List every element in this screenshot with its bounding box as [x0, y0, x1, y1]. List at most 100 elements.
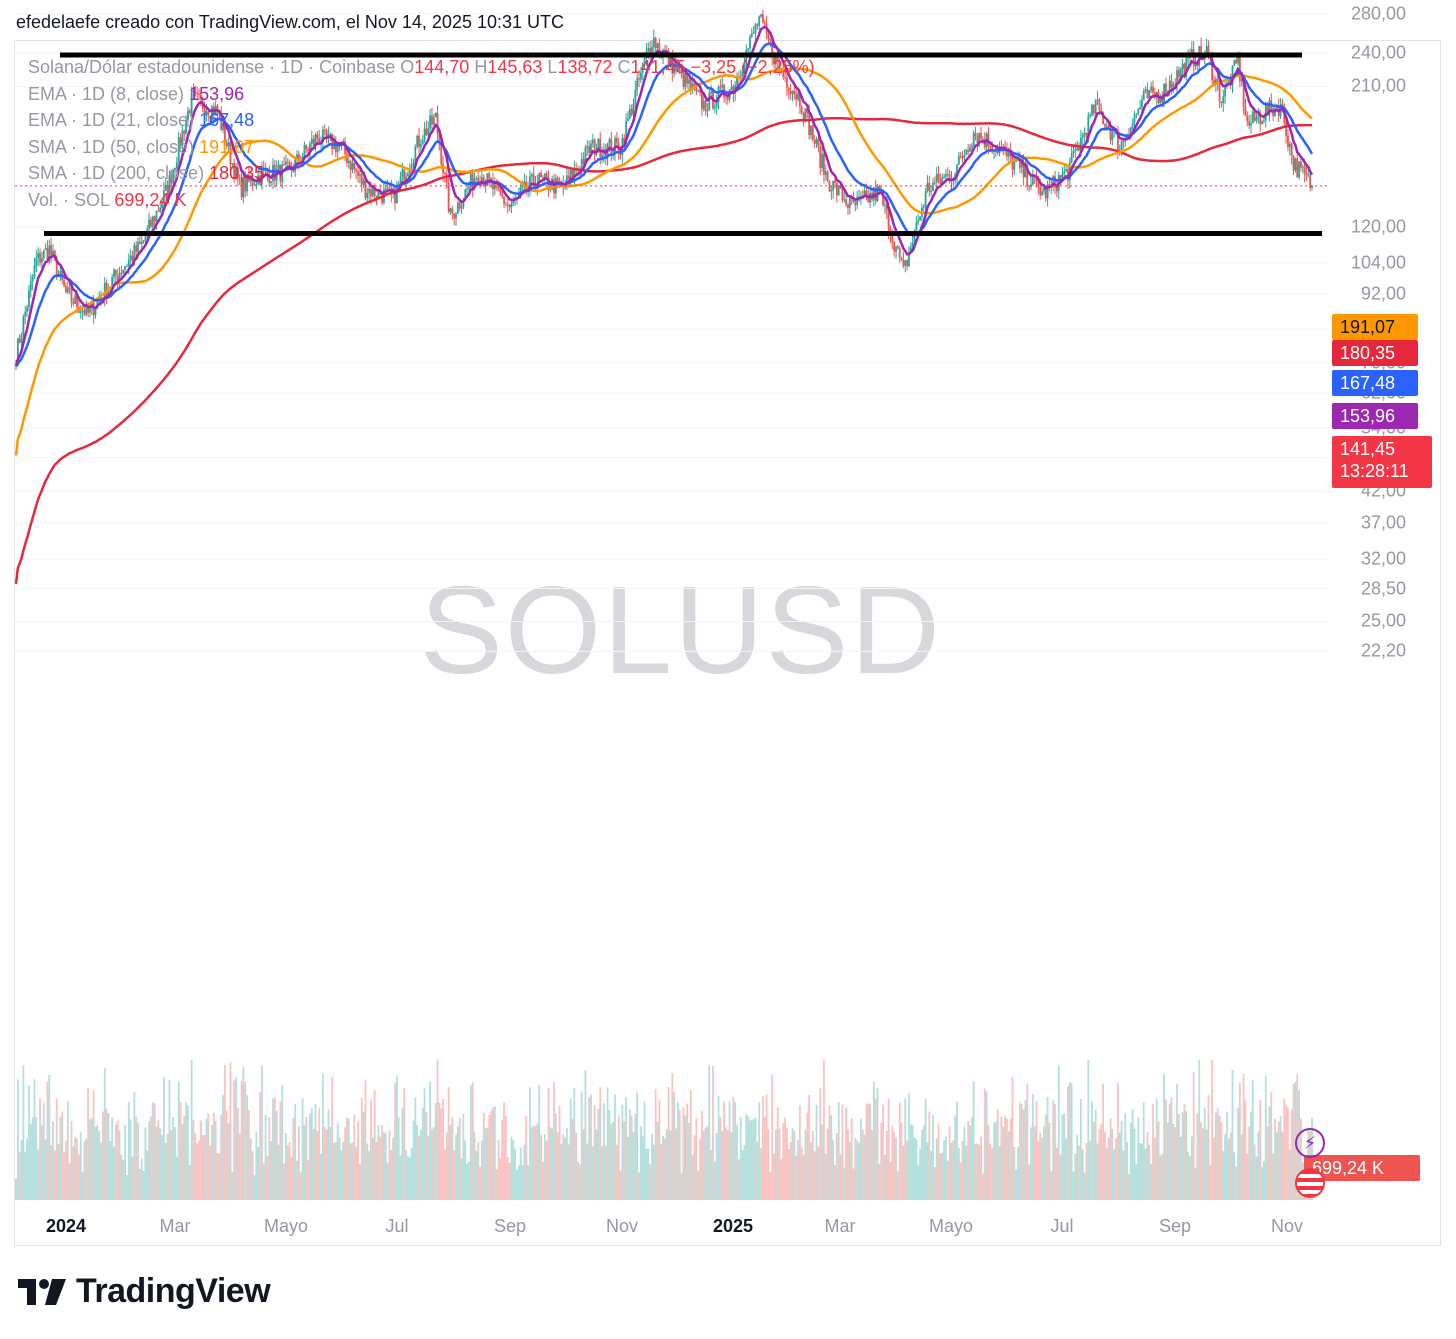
volume-bar [737, 1159, 740, 1200]
volume-bar [40, 1125, 43, 1200]
candle-body [96, 299, 99, 309]
price-axis[interactable]: 380,00320,00280,00240,00210,00120,00104,… [1328, 4, 1440, 1246]
candle-body [370, 188, 372, 197]
candle-body [540, 173, 542, 178]
volume-bar [150, 1116, 152, 1200]
sma200-line[interactable] [14, 116, 1312, 585]
candle-body [477, 177, 480, 182]
candle-body [209, 115, 212, 119]
candle-body [188, 110, 191, 114]
candle-body [795, 93, 798, 100]
candle-body [1087, 115, 1090, 137]
volume-bar [786, 1127, 788, 1200]
volume-bar [325, 1129, 328, 1200]
volume-bar [163, 1077, 165, 1200]
volume-bar [1107, 1137, 1110, 1200]
volume-bar [1087, 1060, 1090, 1200]
volume-bar [100, 1142, 102, 1200]
candle-body [423, 128, 426, 141]
candle-body [810, 125, 812, 136]
sma50-line[interactable] [14, 67, 1313, 456]
candle-body [137, 241, 139, 253]
candle-body [499, 188, 502, 194]
candle-body [480, 177, 483, 184]
legend-volume-row[interactable]: Vol. · SOL 699,24 K [28, 187, 815, 214]
volume-bar [255, 1131, 258, 1200]
candle-body [111, 277, 114, 287]
us-flag-icon[interactable] [1295, 1168, 1325, 1198]
candle-body [991, 146, 994, 152]
volume-bar [710, 1149, 713, 1200]
candle-body [1022, 161, 1025, 178]
volume-bar [353, 1114, 356, 1200]
candle-body [580, 159, 583, 171]
volume-bar [381, 1125, 383, 1200]
volume-bar [582, 1129, 585, 1200]
legend-sma200-row[interactable]: SMA · 1D (200, close) 180,35 [28, 160, 815, 187]
chart-panel[interactable] [14, 40, 1441, 1246]
volume-bar [161, 1135, 163, 1200]
volume-bar [122, 1159, 125, 1200]
volume-bar [216, 1153, 219, 1200]
volume-bar [279, 1101, 282, 1200]
volume-bar [1166, 1122, 1169, 1200]
volume-bar [395, 1075, 398, 1200]
volume-bar [1141, 1143, 1143, 1200]
volume-bar [1172, 1123, 1175, 1200]
volume-bar [1002, 1126, 1005, 1200]
volume-bar [1061, 1114, 1064, 1200]
volume-bar [1285, 1104, 1288, 1200]
candle-body [1020, 161, 1023, 168]
volume-bar [508, 1162, 511, 1200]
volume-bar [824, 1154, 827, 1200]
candle-body [292, 170, 295, 172]
candle-body [408, 169, 411, 174]
volume-bar [726, 1129, 729, 1200]
volume-bar [896, 1171, 899, 1200]
volume-bar [806, 1112, 809, 1200]
volume-bar [1179, 1136, 1182, 1200]
candle-body [161, 202, 163, 208]
volume-bar [323, 1126, 326, 1200]
ema8-line[interactable] [14, 25, 1314, 367]
volume-bar [266, 1155, 269, 1200]
time-tick: Mayo [263, 1216, 309, 1236]
alert-lightning-icon[interactable]: ⚡ [1295, 1128, 1325, 1158]
volume-bar [680, 1173, 683, 1200]
legend-sma50-row[interactable]: SMA · 1D (50, close) 191,07 [28, 134, 815, 161]
candle-body [542, 177, 544, 179]
volume-bar [1222, 1151, 1225, 1200]
volume-bar [199, 1120, 202, 1200]
legend-symbol-row[interactable]: Solana/Dólar estadounidense · 1D · Coinb… [28, 54, 815, 81]
volume-bar [370, 1099, 372, 1200]
volume-bar [447, 1087, 450, 1200]
candle-body [913, 233, 916, 243]
volume-bar [614, 1094, 616, 1200]
candle-body [1285, 122, 1288, 136]
volume-bar [1183, 1104, 1186, 1200]
volume-bar [1018, 1102, 1021, 1200]
candle-body [745, 50, 748, 66]
candle-body [1122, 141, 1125, 143]
candle-body [643, 58, 646, 63]
volume-bar [1006, 1118, 1008, 1200]
candle-body [1159, 97, 1162, 103]
candle-body [22, 316, 25, 336]
volume-bar [780, 1159, 783, 1200]
candle-body [1031, 175, 1034, 185]
tradingview-logo[interactable]: TradingView [18, 1272, 271, 1311]
ema21-line[interactable] [14, 42, 1314, 367]
legend-ema21-row[interactable]: EMA · 1D (21, close) 167,48 [28, 107, 815, 134]
volume-bar [368, 1151, 371, 1200]
candle-body [900, 257, 903, 260]
legend-ema8-row[interactable]: EMA · 1D (8, close) 153,96 [28, 81, 815, 108]
candle-body [1055, 187, 1058, 192]
volume-bar [307, 1159, 310, 1200]
volume-bar [1146, 1131, 1149, 1200]
volume-bar [895, 1137, 897, 1200]
volume-bar [432, 1127, 435, 1200]
candle-body [1148, 90, 1151, 99]
volume-bar [845, 1107, 848, 1200]
volume-bar [547, 1087, 550, 1200]
